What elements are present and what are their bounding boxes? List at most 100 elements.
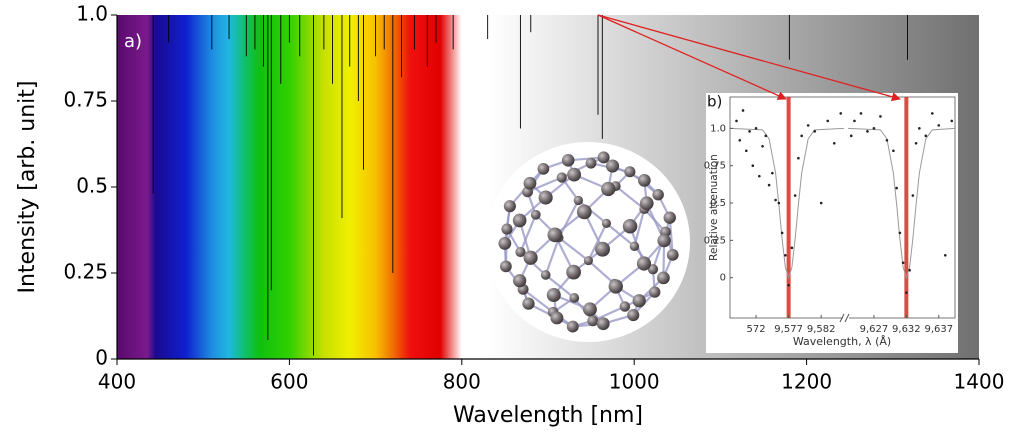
data-point xyxy=(771,171,774,175)
atom xyxy=(556,172,567,183)
data-point xyxy=(908,268,911,272)
atom xyxy=(501,223,513,235)
data-point xyxy=(898,231,902,235)
bond xyxy=(544,237,560,276)
data-point xyxy=(777,201,781,205)
data-point xyxy=(879,115,882,118)
y-tick-label: 0 xyxy=(720,273,726,284)
data-point xyxy=(839,112,843,115)
data-point xyxy=(885,139,889,142)
atom xyxy=(647,264,659,275)
panel-label: b) xyxy=(707,93,722,111)
data-point xyxy=(832,141,836,145)
atom xyxy=(546,288,561,303)
atom xyxy=(567,167,582,182)
y-tick-label: 0.25 xyxy=(704,235,726,246)
data-point xyxy=(905,291,908,294)
atom xyxy=(566,320,579,333)
atom xyxy=(608,279,623,294)
atom xyxy=(639,196,654,211)
data-point xyxy=(911,194,915,197)
atom xyxy=(569,293,580,303)
x-tick-label: 9,627 xyxy=(860,324,889,335)
data-point xyxy=(931,112,934,115)
bond xyxy=(587,222,608,262)
atom xyxy=(596,317,610,331)
atom xyxy=(637,174,651,187)
bond xyxy=(522,288,554,314)
atom xyxy=(503,200,516,213)
bond xyxy=(527,176,563,193)
atom xyxy=(597,151,610,164)
highlight xyxy=(786,97,791,318)
bond xyxy=(577,199,608,225)
atom xyxy=(657,233,671,248)
data-point xyxy=(853,119,856,123)
atom xyxy=(500,260,512,273)
data-point xyxy=(787,283,790,287)
x-axis-label: Wavelength [nm] xyxy=(453,403,643,428)
data-point xyxy=(866,130,869,133)
data-point xyxy=(774,198,777,202)
x-tick-label: 9,637 xyxy=(924,324,953,335)
highlight xyxy=(904,97,909,318)
atom xyxy=(657,271,670,285)
data-point xyxy=(793,194,797,197)
x-tick-label: 572 xyxy=(747,324,766,335)
atom xyxy=(595,241,610,257)
data-point xyxy=(901,261,905,265)
data-point xyxy=(784,253,787,257)
x-tick-label: 1400 xyxy=(954,370,1005,394)
arrow xyxy=(597,14,787,100)
atom xyxy=(583,256,593,266)
arrow xyxy=(597,14,901,102)
x-tick-label: 9,582 xyxy=(807,324,836,335)
data-point xyxy=(924,134,928,138)
data-point xyxy=(950,119,954,123)
y-tick-label: 1.0 xyxy=(76,2,108,26)
data-point xyxy=(943,253,947,257)
atom xyxy=(576,204,592,220)
fit-curve xyxy=(729,127,845,280)
atom xyxy=(601,218,611,228)
atom xyxy=(585,157,597,169)
bond xyxy=(558,236,590,262)
data-point xyxy=(761,144,764,148)
data-point xyxy=(826,119,830,123)
atom xyxy=(550,311,564,325)
data-point xyxy=(892,149,895,153)
data-point xyxy=(849,134,853,138)
x-tick-label: 9,577 xyxy=(774,324,803,335)
x-tick-label: 9,632 xyxy=(892,324,921,335)
data-point xyxy=(790,246,794,250)
x-tick-label: 1000 xyxy=(609,370,660,394)
data-point xyxy=(859,112,863,115)
bond xyxy=(544,274,575,299)
bond xyxy=(519,214,537,253)
fullerene xyxy=(486,142,690,342)
atom xyxy=(537,163,550,175)
panel-label: a) xyxy=(124,31,142,52)
data-point xyxy=(767,183,771,187)
data-point xyxy=(872,127,876,130)
y-tick-label: 0.25 xyxy=(63,260,108,284)
atom xyxy=(619,301,631,312)
data-point xyxy=(735,119,738,123)
data-point xyxy=(895,186,898,190)
data-point xyxy=(764,134,768,138)
data-point xyxy=(758,174,761,178)
atom xyxy=(627,309,640,322)
atom xyxy=(622,218,638,234)
atom xyxy=(513,274,527,288)
bond xyxy=(615,185,645,210)
x-tick-label: 400 xyxy=(98,370,136,394)
data-point xyxy=(780,231,784,235)
atom xyxy=(636,256,652,271)
atom xyxy=(652,188,664,201)
atom xyxy=(547,227,563,243)
x-axis-label: Wavelength, λ (Å) xyxy=(793,335,891,348)
atom xyxy=(523,250,538,265)
atom xyxy=(587,315,599,327)
y-axis-label: Intensity [arb. unit] xyxy=(15,80,40,293)
